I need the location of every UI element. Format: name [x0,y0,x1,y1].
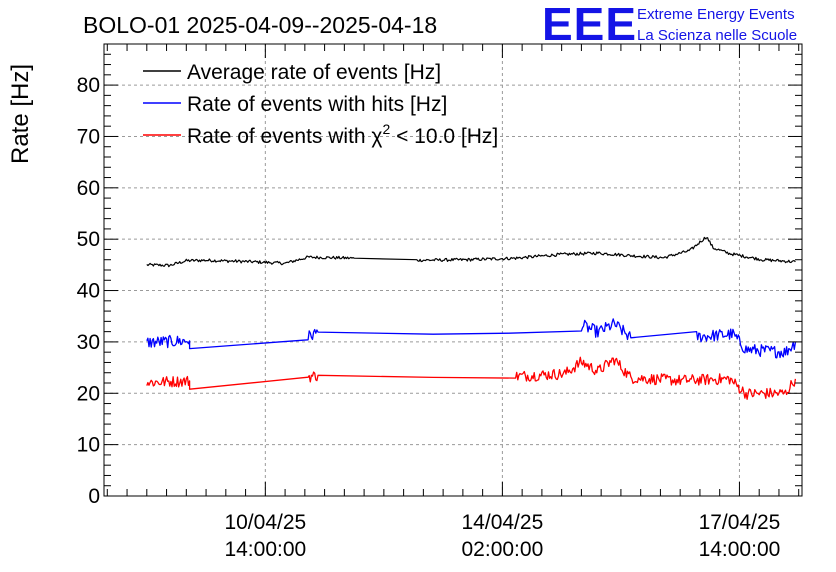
legend-label-chi2-suffix: < 10.0 [Hz] [390,125,498,148]
x-tick-time: 14:00:00 [699,538,781,561]
axis-ticks [104,43,802,497]
eee-logo-line2: La Scienza nelle Scuole [637,27,797,44]
x-tick-date: 17/04/25 [699,511,781,534]
legend-label-chi2: Rate of events with χ2 < 10.0 [Hz] [187,121,498,148]
legend-label-average: Average rate of events [Hz] [187,61,441,84]
series-group [146,236,797,400]
legend-label-chi2-prefix: Rate of events with χ [187,125,382,148]
series-line-1 [146,318,797,359]
x-tick-time: 14:00:00 [224,538,306,561]
y-tick-label: 70 [77,125,100,148]
y-tick-label: 40 [77,280,100,303]
eee-logo-line1: Extreme Energy Events [637,6,795,23]
x-tick-date: 10/04/25 [224,511,306,534]
grid [104,44,802,496]
x-tick-time: 02:00:00 [462,538,544,561]
legend-label-chi2-sup: 2 [382,121,390,137]
y-tick-label: 50 [77,228,100,251]
series-line-0 [146,236,796,268]
y-tick-label: 20 [77,382,100,405]
series-line-2 [146,356,797,400]
legend-label-hits: Rate of events with hits [Hz] [187,93,447,116]
y-tick-label: 10 [77,434,100,457]
y-axis-title: Rate [Hz] [7,64,34,164]
y-tick-label: 30 [77,331,100,354]
y-tick-label: 80 [77,74,100,97]
chart-title: BOLO-01 2025-04-09--2025-04-18 [83,12,437,38]
tick-labels: 0 10 20 30 40 50 60 70 80 10/04/25 14:00:00 14/04/2… [77,74,781,561]
y-tick-label: 60 [77,177,100,200]
x-tick-date: 14/04/25 [462,511,544,534]
legend: Average rate of events [Hz] Rate of even… [143,61,498,148]
eee-logo-mark: EEE [542,0,637,50]
y-tick-label: 0 [88,485,100,508]
